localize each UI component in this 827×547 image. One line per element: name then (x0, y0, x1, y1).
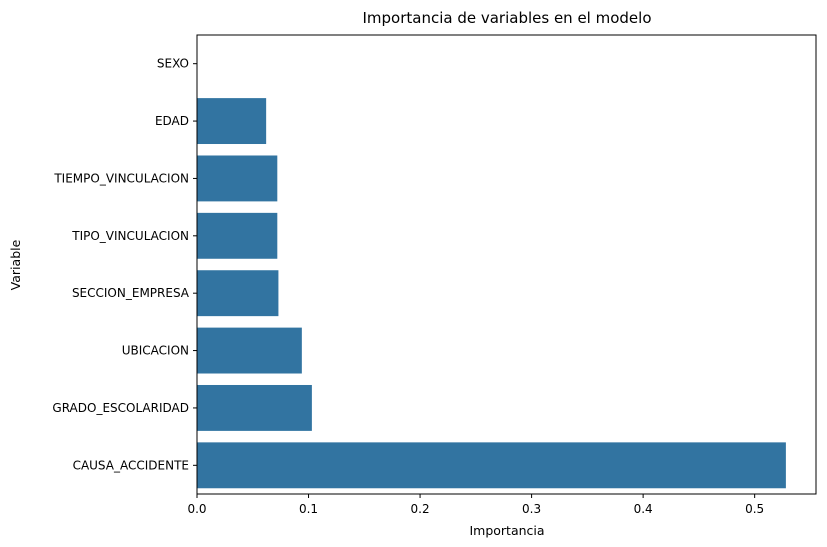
x-axis-label: Importancia (469, 523, 544, 538)
x-tick-label: 0.3 (522, 502, 541, 516)
y-tick-label: EDAD (155, 114, 189, 128)
y-tick-label: GRADO_ESCOLARIDAD (52, 401, 189, 415)
x-tick-label: 0.4 (634, 502, 653, 516)
plot-frame (196, 34, 817, 495)
y-tick-label: UBICACION (122, 344, 189, 358)
bar-causa-accidente (197, 442, 786, 489)
x-tick-label: 0.0 (187, 502, 206, 516)
y-axis-label: Variable (8, 239, 23, 290)
bar-grado-escolaridad (197, 384, 312, 431)
y-tick-label: TIEMPO_VINCULACION (53, 171, 189, 185)
bar-edad (197, 98, 267, 145)
bar-seccion-empresa (197, 270, 279, 317)
x-axis-ticks: 0.0 0.1 0.2 0.3 0.4 0.5 (187, 494, 764, 516)
x-tick-label: 0.5 (745, 502, 764, 516)
x-tick-label: 0.2 (411, 502, 430, 516)
y-tick-label: CAUSA_ACCIDENTE (73, 458, 189, 472)
y-tick-label: SECCION_EMPRESA (72, 286, 190, 300)
bar-ubicacion (197, 327, 302, 374)
x-tick-label: 0.1 (299, 502, 318, 516)
bar-tiempo-vinculacion (197, 155, 278, 202)
y-tick-label: SEXO (157, 57, 189, 71)
y-tick-label: TIPO_VINCULACION (71, 229, 189, 243)
y-axis-ticks: SEXO EDAD TIEMPO_VINCULACION TIPO_VINCULACI… (52, 57, 197, 472)
bar-tipo-vinculacion (197, 212, 278, 259)
bars-group (197, 98, 786, 489)
chart-title: Importancia de variables en el modelo (362, 9, 651, 27)
